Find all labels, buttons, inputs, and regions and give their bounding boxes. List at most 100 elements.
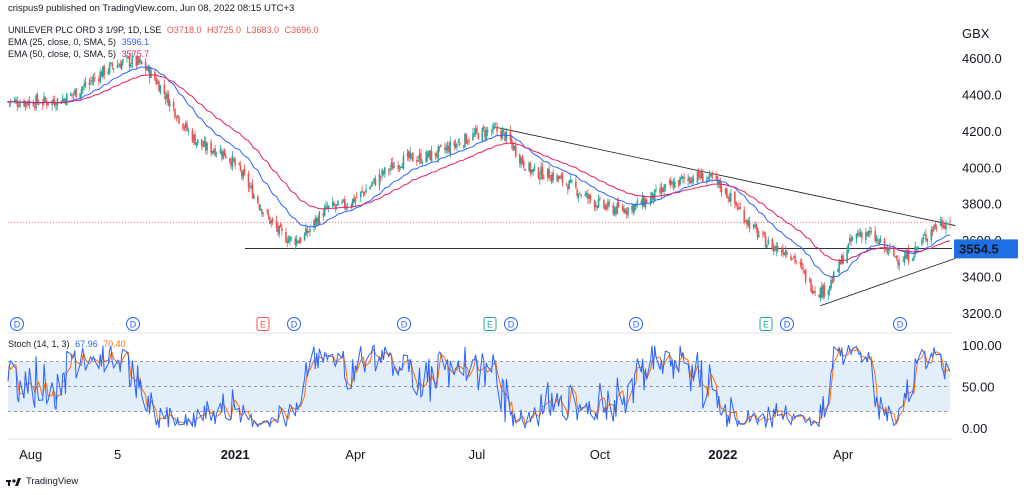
candle-body — [679, 176, 681, 185]
candle-body — [799, 261, 802, 264]
candle-body — [791, 258, 794, 260]
candle-body — [612, 204, 615, 214]
candle-body — [155, 79, 158, 85]
candle-body — [466, 141, 469, 143]
stoch-row: Stoch (14, 1, 3) 67.96 70.40 — [8, 339, 129, 350]
candle-body — [27, 101, 29, 106]
candle-body — [842, 255, 844, 264]
candle-body — [897, 260, 899, 264]
candle-body — [669, 180, 672, 186]
candle-body — [285, 232, 287, 243]
candle-body — [331, 201, 334, 207]
candle-body — [65, 93, 68, 106]
candle-body — [699, 175, 701, 179]
candle-body — [783, 252, 786, 256]
candle-body — [382, 171, 385, 175]
candle-body — [355, 196, 358, 198]
candle-body — [577, 194, 580, 198]
candle-body — [621, 206, 624, 211]
candle-body — [83, 84, 85, 87]
candle-body — [436, 155, 438, 157]
event-label: D — [14, 320, 21, 330]
candle-body — [861, 232, 863, 239]
candle-body — [680, 177, 683, 179]
candle-body — [378, 174, 381, 186]
candle-body — [575, 181, 577, 188]
candle-body — [538, 176, 541, 180]
candle-body — [365, 189, 367, 193]
candle-body — [485, 129, 488, 139]
candle-body — [565, 183, 568, 185]
candle-body — [836, 270, 839, 272]
price-axis[interactable]: GBX4600.04400.04200.04000.03800.03600.03… — [8, 26, 1002, 440]
candle-body — [942, 224, 945, 228]
candle-body — [576, 189, 579, 197]
candle-body — [314, 218, 317, 225]
candle-body — [512, 143, 514, 151]
candle-body — [688, 177, 691, 182]
y-tick-label: 3800.0 — [962, 197, 1002, 212]
candle-body — [702, 173, 704, 182]
candle-body — [875, 238, 878, 242]
candle-body — [681, 176, 684, 179]
candle-body — [756, 228, 759, 238]
candle-body — [323, 207, 326, 216]
candle-body — [851, 237, 854, 241]
candle-body — [803, 271, 806, 273]
candle-body — [925, 234, 927, 240]
candle-body — [281, 228, 283, 231]
candle-body — [585, 193, 588, 196]
candle-body — [569, 179, 572, 182]
candle-body — [242, 170, 244, 179]
candle-body — [663, 187, 665, 192]
candle-body — [780, 250, 783, 253]
candle-body — [494, 126, 497, 128]
candle-body — [243, 168, 246, 175]
candle-body — [689, 180, 692, 184]
candle-body — [520, 157, 522, 165]
candle-body — [334, 206, 337, 208]
price-label-text: 3554.5 — [959, 241, 999, 256]
candle-body — [417, 159, 420, 161]
candle-body — [548, 169, 550, 179]
candle-body — [250, 185, 252, 187]
candle-body — [800, 262, 803, 267]
candle-body — [762, 233, 764, 235]
candle-body — [271, 219, 274, 222]
candle-body — [187, 130, 190, 132]
candle-body — [309, 229, 311, 233]
candle-body — [99, 72, 101, 83]
candle-body — [130, 64, 132, 68]
candle-body — [502, 129, 505, 131]
candle-body — [945, 222, 947, 230]
candle-body — [289, 236, 291, 241]
candle-body — [887, 247, 890, 251]
candle-body — [911, 259, 914, 261]
candle-body — [473, 133, 476, 135]
candle-body — [635, 203, 637, 207]
event-label: E — [763, 320, 769, 330]
candle-body — [906, 251, 909, 260]
y-tick-label: 4400.0 — [962, 87, 1002, 102]
candle-body — [645, 199, 648, 203]
candle-body — [792, 256, 795, 258]
candle-body — [931, 229, 934, 232]
time-axis[interactable]: Aug 5 2021 Apr Jul Oct 2022 Apr — [19, 447, 854, 462]
candle-body — [847, 243, 850, 252]
candle-body — [402, 155, 405, 170]
candle-body — [107, 71, 110, 74]
candle-body — [234, 159, 236, 165]
candle-body — [438, 146, 441, 148]
candle-body — [903, 255, 906, 263]
candle-body — [935, 227, 938, 229]
candle-body — [446, 145, 449, 150]
event-dividend-icon — [629, 317, 643, 331]
candle-body — [369, 186, 371, 190]
candle-body — [532, 169, 534, 172]
candle-body — [342, 199, 345, 201]
candle-body — [739, 206, 742, 210]
candle-body — [131, 56, 134, 64]
candle-body — [552, 172, 554, 181]
candle-body — [146, 68, 148, 71]
